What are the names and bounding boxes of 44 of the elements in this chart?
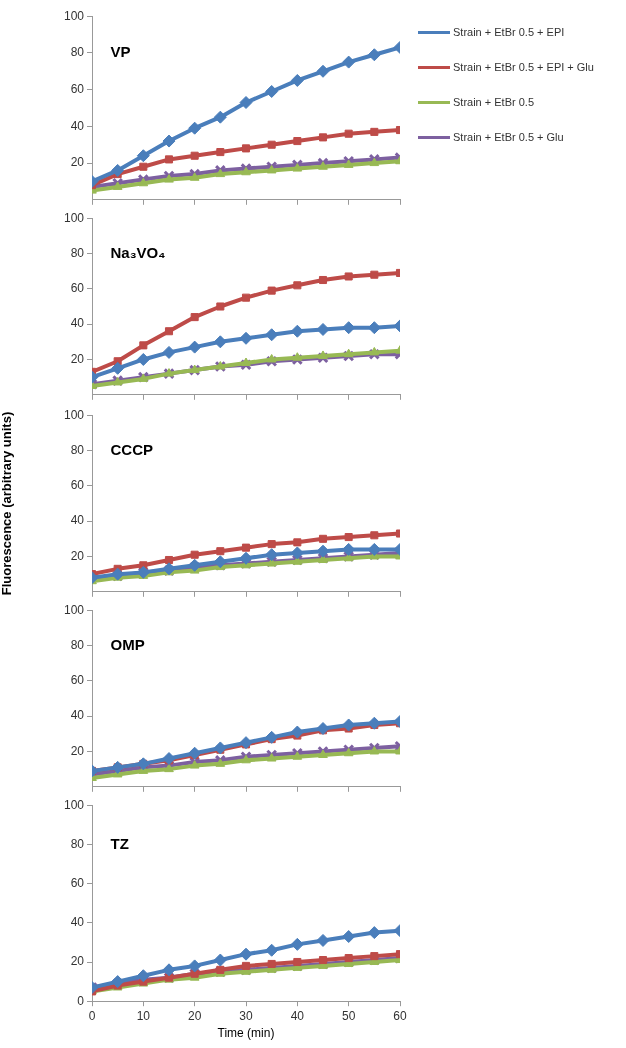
text: TZ <box>110 834 129 852</box>
y-tick-label: 60 <box>70 81 85 96</box>
legend-label: Strain + EtBr 0.5 <box>453 96 535 109</box>
y-tick-label: 100 <box>63 8 85 23</box>
x-tick-label: 30 <box>239 1008 253 1023</box>
y-tick-label: 80 <box>70 245 85 260</box>
y-tick-label: 100 <box>63 407 85 422</box>
x-tick-label: 20 <box>187 1008 202 1023</box>
y-tick-label: 100 <box>63 797 85 812</box>
text: VP <box>110 43 131 61</box>
y-tick-label: 40 <box>70 316 85 331</box>
y-tick-label: 60 <box>70 875 85 890</box>
y-tick-label: 60 <box>70 673 85 688</box>
y-tick-label: 20 <box>70 954 85 969</box>
text: CCCP <box>110 440 153 458</box>
y-tick-label: 100 <box>63 602 85 617</box>
y-tick-label: 60 <box>70 478 85 493</box>
x-tick-label: 60 <box>393 1008 407 1023</box>
text: Na₃VO₄ <box>110 243 166 261</box>
x-axis-title: Time (min) <box>217 1026 275 1041</box>
y-axis-title: Fluorescence (arbitrary units) <box>0 411 15 596</box>
y-tick-label: 20 <box>70 351 85 366</box>
y-tick-label: 60 <box>70 281 85 296</box>
y-tick-label: 20 <box>70 743 85 758</box>
x-tick-label: 10 <box>136 1008 151 1023</box>
y-tick-label: 80 <box>70 637 85 652</box>
y-tick-label: 20 <box>70 548 85 563</box>
x-tick-label: 50 <box>341 1008 356 1023</box>
y-tick-label: 40 <box>70 915 85 930</box>
x-tick-label: 40 <box>290 1008 305 1023</box>
y-tick-label: 40 <box>70 708 85 723</box>
y-tick-label: 80 <box>70 45 85 60</box>
y-tick-label: 0 <box>77 993 85 1008</box>
y-tick-label: 100 <box>63 210 85 225</box>
legend-label: Strain + EtBr 0.5 + EPI <box>453 26 565 39</box>
y-tick-label: 80 <box>70 836 85 851</box>
legend-label: Strain + EtBr 0.5 + Glu <box>453 131 564 144</box>
y-tick-label: 80 <box>70 442 85 457</box>
text: OMP <box>110 635 145 653</box>
y-tick-label: 40 <box>70 118 85 133</box>
y-tick-label: 20 <box>70 155 85 170</box>
x-tick-label: 0 <box>88 1008 96 1023</box>
legend-label: Strain + EtBr 0.5 + EPI + Glu <box>453 61 594 74</box>
y-tick-label: 40 <box>70 513 85 528</box>
